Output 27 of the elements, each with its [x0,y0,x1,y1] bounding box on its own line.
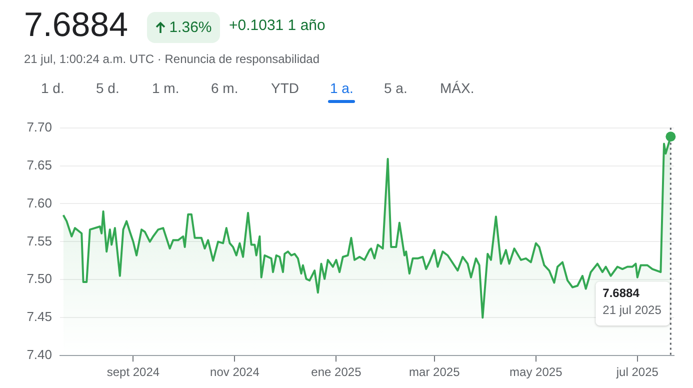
text: 5 d. [96,80,120,96]
y-tick-label: 7.60 [26,195,52,210]
y-tick-label: 7.65 [26,157,52,172]
x-tick-label: jul 2025 [615,365,659,380]
text: 1.36% [169,19,212,36]
chart-subtitle: 21 jul, 1:00:24 a.m. UTC · Renuncia de responsabilidad [24,52,320,66]
y-tick-label: 7.40 [26,347,52,362]
text: 1 m. [152,80,180,96]
x-tick-label: may 2025 [510,365,563,380]
text: 6 m. [211,80,238,96]
text: YTD [271,80,299,96]
text: 5 a. [384,80,408,96]
x-tick-label: sept 2024 [106,365,160,380]
x-tick-label: ene 2025 [311,365,362,380]
y-tick-label: 7.70 [26,119,52,134]
text: 7.6884 [24,6,128,45]
y-tick-label: 7.45 [26,309,52,324]
text: 1 a. [330,80,354,96]
text: 7.6884 [602,286,640,300]
text: 1 d. [41,80,64,96]
text: MÁX. [440,80,474,96]
y-tick-label: 7.50 [26,271,52,286]
x-tick-label: nov 2024 [210,365,260,380]
text: +0.1031 1 año [229,17,326,34]
annotation: 21 jul 2025 [602,302,662,317]
x-tick-label: mar 2025 [409,365,460,380]
y-tick-label: 7.55 [26,233,52,248]
